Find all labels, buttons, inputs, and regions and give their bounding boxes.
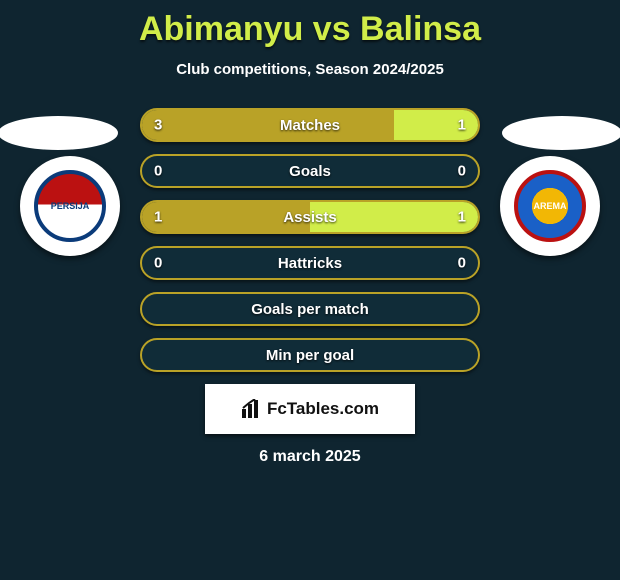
stat-label: Goals per match (251, 301, 369, 318)
stat-label: Matches (280, 117, 340, 134)
stat-row: 3 1 Matches (140, 108, 480, 142)
club-crest-right: AREMA (514, 170, 586, 242)
stat-value-left: 1 (154, 209, 162, 226)
stat-value-right: 0 (458, 255, 466, 272)
player-left: PERSIJA (20, 156, 120, 316)
player-right-avatar: AREMA (500, 156, 600, 256)
stat-value-right: 0 (458, 163, 466, 180)
stat-fill-left (142, 110, 394, 140)
page-subtitle: Club competitions, Season 2024/2025 (0, 61, 620, 78)
stat-label: Assists (283, 209, 336, 226)
player-left-avatar: PERSIJA (20, 156, 120, 256)
brand-text: FcTables.com (267, 399, 379, 419)
stat-row: Goals per match (140, 292, 480, 326)
player-right: AREMA (500, 156, 600, 316)
generation-date: 6 march 2025 (0, 448, 620, 466)
stat-value-left: 0 (154, 163, 162, 180)
player-shadow-right (502, 116, 620, 150)
stat-row: 0 0 Hattricks (140, 246, 480, 280)
brand-icon (241, 399, 261, 419)
stat-value-right: 1 (458, 209, 466, 226)
stat-value-left: 3 (154, 117, 162, 134)
stat-bars: 3 1 Matches 0 0 Goals 1 1 Assists 0 0 Hattricks Goal… (140, 108, 480, 372)
stat-row: 1 1 Assists (140, 200, 480, 234)
club-crest-right-label: AREMA (534, 201, 567, 211)
stat-row: 0 0 Goals (140, 154, 480, 188)
club-crest-left-label: PERSIJA (51, 201, 90, 211)
comparison-arena: PERSIJA AREMA 3 1 Matches 0 0 Goals 1 1 Assists 0… (0, 108, 620, 372)
stat-value-right: 1 (458, 117, 466, 134)
stat-label: Goals (289, 163, 331, 180)
club-crest-left: PERSIJA (34, 170, 106, 242)
stat-value-left: 0 (154, 255, 162, 272)
page-title: Abimanyu vs Balinsa (0, 0, 620, 49)
player-shadow-left (0, 116, 118, 150)
brand-badge: FcTables.com (205, 384, 415, 434)
stat-row: Min per goal (140, 338, 480, 372)
stat-label: Hattricks (278, 255, 342, 272)
stat-label: Min per goal (266, 347, 354, 364)
